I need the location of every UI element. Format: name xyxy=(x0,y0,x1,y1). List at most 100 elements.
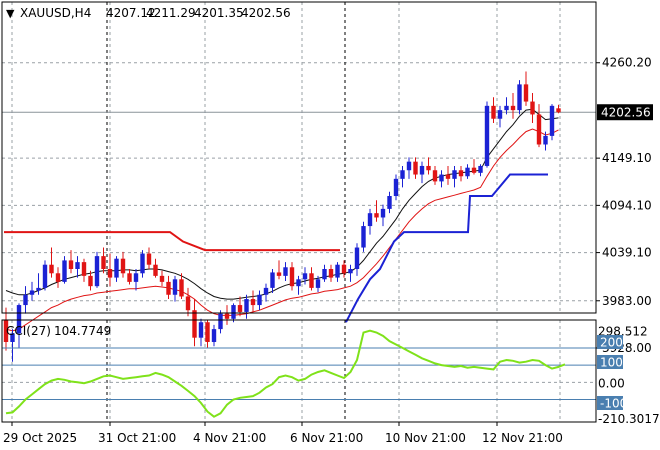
candle-body xyxy=(23,294,28,306)
cci-line xyxy=(5,329,566,418)
close-value: 4202.56 xyxy=(241,6,291,20)
candle-body xyxy=(36,287,41,291)
candle-body xyxy=(10,333,15,342)
main-chart-border xyxy=(1,1,597,314)
cci-line xyxy=(2,329,596,418)
candle-body xyxy=(55,273,61,282)
price-axis-label: 4149.10 xyxy=(602,151,652,165)
candle-body xyxy=(452,170,457,179)
candle-body xyxy=(296,279,301,287)
candle-body xyxy=(393,178,399,197)
axis-labels: 4260.204149.104094.104039.103983.003928.… xyxy=(3,56,660,445)
candle-body xyxy=(16,305,22,334)
trailing-stop-up-line xyxy=(345,173,548,323)
candle-body xyxy=(504,105,509,111)
candle-body xyxy=(42,264,48,288)
candle-body xyxy=(68,260,74,269)
candle-body xyxy=(367,213,373,227)
candle-body xyxy=(88,275,93,287)
cci-panel-border xyxy=(1,319,597,423)
price-axis-label: 4260.20 xyxy=(602,56,652,70)
price-axis-label: 4039.10 xyxy=(602,246,652,260)
moving-average-slow-line xyxy=(5,128,559,332)
candle-body xyxy=(322,268,327,280)
candle-body xyxy=(543,135,548,145)
candle-body xyxy=(530,101,535,115)
candle-body xyxy=(140,253,145,274)
candle-body xyxy=(335,264,340,278)
candle-body xyxy=(179,279,184,297)
time-axis-label: 12 Nov 21:00 xyxy=(482,431,563,445)
candle-body xyxy=(49,264,54,274)
open-value: 4207.12 xyxy=(106,6,156,20)
candle-body xyxy=(426,165,431,171)
candle-body xyxy=(484,105,490,166)
cci-axis-label: 100 xyxy=(600,356,623,370)
candle-body xyxy=(224,313,230,319)
price-axis-label: 4094.10 xyxy=(602,198,652,212)
time-axis-label: 29 Oct 2025 xyxy=(3,431,77,445)
candle-body xyxy=(244,299,249,312)
candle-body xyxy=(341,264,347,274)
collapse-arrow-icon[interactable]: ▼ xyxy=(6,7,15,20)
candle-body xyxy=(348,268,353,274)
candle-body xyxy=(549,105,555,136)
indicator-lines xyxy=(4,108,559,332)
candle-body xyxy=(432,170,438,182)
candle-body xyxy=(237,305,243,312)
cci-level-tag xyxy=(597,355,623,369)
time-axis-label: 10 Nov 21:00 xyxy=(385,431,466,445)
candle-body xyxy=(374,213,379,218)
low-value: 4201.35 xyxy=(194,6,244,20)
cci-level-tag xyxy=(597,396,623,410)
cci-axis-label: -100 xyxy=(600,397,627,411)
candle-body xyxy=(3,320,9,342)
time-axis-label: 6 Nov 21:00 xyxy=(290,431,363,445)
candle-body xyxy=(166,281,171,295)
candle-body xyxy=(315,279,321,288)
candle-body xyxy=(133,273,139,282)
candle-body xyxy=(471,167,477,173)
price-axis-label: 3983.00 xyxy=(602,294,652,308)
candle-body xyxy=(380,208,386,218)
candle-body xyxy=(120,258,126,274)
candle-body xyxy=(153,264,158,276)
candle-body xyxy=(536,114,542,145)
candle-body xyxy=(289,267,295,287)
time-axis-label: 31 Oct 21:00 xyxy=(98,431,176,445)
candle-body xyxy=(354,247,360,269)
candle-body xyxy=(387,196,392,209)
candle-body xyxy=(270,272,275,288)
grid-lines xyxy=(2,2,596,422)
candle-body xyxy=(302,273,308,280)
candle-body xyxy=(497,110,503,119)
candle-body xyxy=(419,165,425,175)
candle-body xyxy=(309,273,314,288)
candle-body xyxy=(81,262,87,276)
candle-body xyxy=(192,310,197,338)
cci-axis-label: 0.00 xyxy=(598,377,625,391)
chart-frame xyxy=(1,1,597,423)
cci-name-label: CCI(27) xyxy=(6,324,51,338)
cci-axis-label: -210.3017 xyxy=(598,412,660,426)
cci-level-tag xyxy=(597,335,623,349)
candle-body xyxy=(491,105,496,119)
candle-body xyxy=(283,267,288,276)
cci-value-label: 104.7749 xyxy=(54,324,111,338)
candle-body xyxy=(62,260,67,282)
candle-body xyxy=(478,165,483,173)
symbol-label: XAUUSD,H4 xyxy=(20,6,91,20)
candle-body xyxy=(172,279,178,295)
cci-axis-label: 200 xyxy=(600,336,623,350)
current-price-value: 4202.56 xyxy=(601,106,651,120)
candle-body xyxy=(328,268,334,278)
candle-body xyxy=(250,299,256,306)
candle-body xyxy=(361,226,366,248)
candle-body xyxy=(231,305,236,319)
candlesticks xyxy=(3,71,561,362)
candle-body xyxy=(439,174,444,182)
candle-body xyxy=(523,84,529,102)
trailing-stop-down-line xyxy=(4,231,340,252)
candle-body xyxy=(413,161,418,175)
